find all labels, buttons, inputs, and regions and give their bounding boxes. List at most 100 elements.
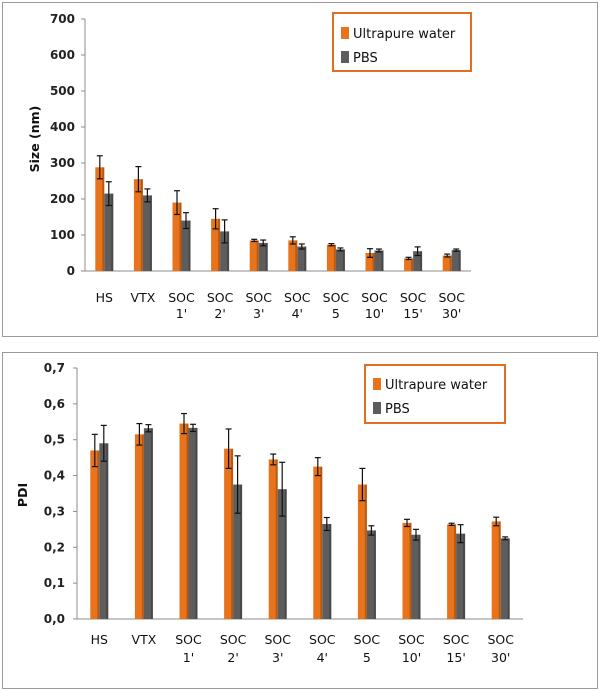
size-bar-shade (458, 250, 461, 271)
pdi-bar-shade (195, 427, 198, 619)
pdi-legend-pbs-swatch (373, 402, 381, 414)
pdi-pbs-error-bar (145, 424, 152, 433)
size-pbs-bar (220, 231, 230, 271)
size-water-error-bar (251, 238, 258, 243)
pdi-y-tick-label: 0,1 (44, 576, 65, 590)
pdi-bar-body (313, 466, 323, 619)
size-bar-shade (420, 251, 423, 271)
pdi-y-tick-label: 0,2 (44, 540, 65, 554)
pdi-chart-error-bars (91, 412, 509, 544)
size-water-error-bar (328, 243, 335, 247)
pdi-x-tick-label: SOC (220, 632, 247, 647)
size-bar-body (104, 193, 114, 271)
size-bar-shade (218, 218, 221, 271)
size-bar-shade (342, 249, 345, 271)
pdi-water-error-bar (404, 518, 410, 528)
pdi-bar-body (357, 484, 367, 619)
size-y-tick-label: 100 (50, 228, 75, 242)
size-water-error-bar (135, 166, 142, 193)
size-bar-body (404, 258, 414, 271)
size-pbs-error-bar (221, 219, 228, 244)
pdi-water-error-bar (91, 433, 98, 468)
pdi-bar-shade (186, 423, 189, 619)
size-legend-water-swatch (341, 27, 349, 39)
size-bar-shade (411, 258, 414, 271)
size-pbs-bar (374, 250, 384, 271)
size-x-tick-label: 30' (442, 306, 461, 321)
pdi-pbs-bar (456, 533, 466, 619)
size-x-tick-label: 5 (332, 306, 340, 321)
pdi-bar-shade (454, 524, 457, 619)
size-water-bar (133, 179, 143, 271)
pdi-x-tick-label: HS (91, 632, 108, 647)
size-y-tick-label: 400 (50, 120, 75, 134)
pdi-water-bar (313, 466, 323, 619)
size-water-bar (95, 167, 105, 271)
size-water-error-bar (367, 248, 373, 258)
pdi-water-bar (90, 450, 100, 619)
size-x-tick-label: SOC (323, 290, 350, 305)
pdi-pbs-bar (143, 428, 153, 619)
pdi-water-bar (402, 522, 412, 619)
size-legend-pbs-swatch (341, 51, 349, 63)
pdi-bar-body (277, 489, 287, 619)
size-chart-y-ticks: 0 100 200 300 400 500 600 700 (50, 12, 75, 278)
size-x-tick-label: 1' (176, 306, 187, 321)
pdi-x-tick-label: 4' (317, 650, 328, 665)
size-legend-pbs-label: PBS (353, 51, 378, 66)
pdi-water-bar (224, 448, 234, 619)
pdi-pbs-bar (366, 530, 376, 619)
pdi-water-error-bar (448, 522, 455, 527)
pdi-legend-box (364, 364, 506, 424)
pdi-pbs-error-bar (100, 424, 107, 462)
pdi-bar-body (411, 534, 421, 619)
pdi-chart-x-ticks: HS VTX SOC 1' SOC 2' SOC 3' SOC 4' SOC 5 SOC 10' SOC 15… (91, 632, 515, 665)
size-water-bar (365, 253, 375, 271)
pdi-x-tick-label: SOC (398, 632, 425, 647)
pdi-chart-y-ticks: 0,0 0,1 0,2 0,3 0,4 0,5 0,6 0,7 (44, 361, 65, 626)
size-bar-body (335, 249, 345, 271)
size-pbs-error-bar (337, 247, 344, 252)
pdi-x-tick-label: 1' (183, 650, 194, 665)
pdi-bar-shade (498, 521, 501, 619)
size-x-tick-label: SOC (207, 290, 234, 305)
size-bar-body (172, 202, 182, 271)
pdi-bar-shade (240, 484, 243, 619)
size-bar-shade (449, 255, 452, 271)
pdi-bar-body (447, 524, 457, 619)
size-water-error-bar (289, 236, 296, 245)
size-bar-body (181, 220, 191, 271)
pdi-x-tick-label: 15' (446, 650, 465, 665)
size-pbs-error-bar (376, 248, 382, 253)
size-chart-error-bars (96, 155, 460, 261)
pdi-bar-body (500, 538, 510, 619)
size-water-bar (288, 240, 298, 271)
size-water-bar (249, 240, 259, 271)
size-pbs-bar (181, 220, 191, 271)
size-legend-box (332, 12, 472, 72)
pdi-x-tick-label: SOC (487, 632, 514, 647)
size-pbs-error-bar (453, 248, 460, 252)
pdi-bar-shade (373, 530, 376, 619)
pdi-bar-shade (141, 434, 144, 619)
pdi-bar-shade (463, 533, 466, 619)
size-pbs-error-bar (298, 243, 305, 250)
pdi-x-tick-label: SOC (309, 632, 336, 647)
pdi-water-bar (357, 484, 367, 619)
pdi-pbs-error-bar (234, 455, 241, 514)
size-bar-shade (102, 167, 105, 271)
pdi-bar-body (491, 521, 501, 619)
pdi-water-bar (491, 521, 501, 619)
size-pbs-error-bar (105, 181, 112, 207)
size-pbs-bar (258, 242, 268, 271)
size-water-error-bar (174, 190, 180, 216)
size-y-tick-label: 300 (50, 156, 75, 170)
size-pbs-bar (297, 246, 307, 271)
pdi-bar-shade (150, 428, 153, 619)
pdi-chart: 0,0 0,1 0,2 0,3 0,4 0,5 0,6 0,7 HS VTX SOC 1' SOC 2'… (15, 361, 523, 665)
size-bar-shade (179, 202, 182, 271)
pdi-x-tick-label: SOC (443, 632, 470, 647)
size-water-error-bar (212, 208, 219, 230)
size-bar-body (211, 218, 221, 271)
pdi-y-tick-label: 0,0 (44, 612, 65, 626)
